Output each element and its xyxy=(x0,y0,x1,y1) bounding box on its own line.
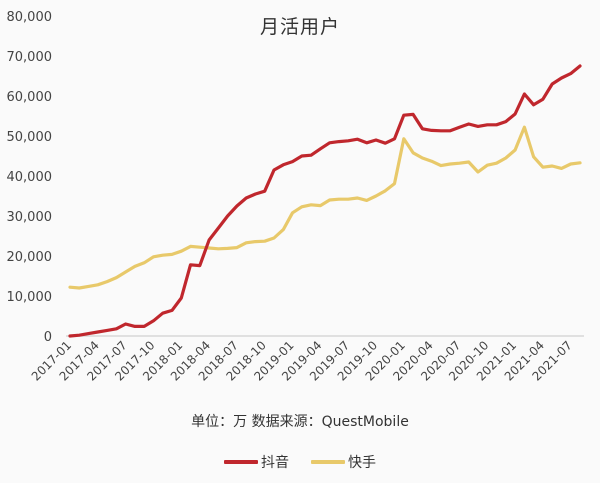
y-tick-label: 10,000 xyxy=(7,290,53,305)
y-tick-label: 0 xyxy=(44,330,52,345)
legend-item-douyin[interactable]: 抖音 xyxy=(224,452,289,472)
series-line-douyin xyxy=(68,64,582,338)
legend-swatch-kuaishou xyxy=(311,460,345,464)
series-layer xyxy=(68,64,582,338)
y-tick-label: 70,000 xyxy=(7,50,53,65)
legend-item-kuaishou[interactable]: 快手 xyxy=(311,452,376,472)
y-tick-label: 60,000 xyxy=(7,90,53,105)
y-tick-label: 50,000 xyxy=(7,130,53,145)
legend-label-kuaishou: 快手 xyxy=(348,455,376,471)
chart-title: 月活用户 xyxy=(259,16,340,38)
legend: 抖音 快手 xyxy=(0,452,600,472)
legend-swatch-douyin xyxy=(224,460,258,464)
y-tick-label: 20,000 xyxy=(7,250,53,265)
chart-subtitle: 单位：万 数据来源：QuestMobile xyxy=(191,414,409,430)
legend-label-douyin: 抖音 xyxy=(261,455,289,471)
series-line-kuaishou xyxy=(68,125,582,290)
y-tick-label: 80,000 xyxy=(7,10,53,25)
y-axis-labels: 0 10,000 20,000 30,000 40,000 50,000 60,000 70,… xyxy=(7,10,53,345)
x-axis-labels: 2017-012017-042017-072017-102018-012018-… xyxy=(29,338,575,383)
y-tick-label: 40,000 xyxy=(7,170,53,185)
line-chart-plot: 0 10,000 20,000 30,000 40,000 50,000 60,000 70,… xyxy=(7,10,584,384)
y-tick-label: 30,000 xyxy=(7,210,53,225)
